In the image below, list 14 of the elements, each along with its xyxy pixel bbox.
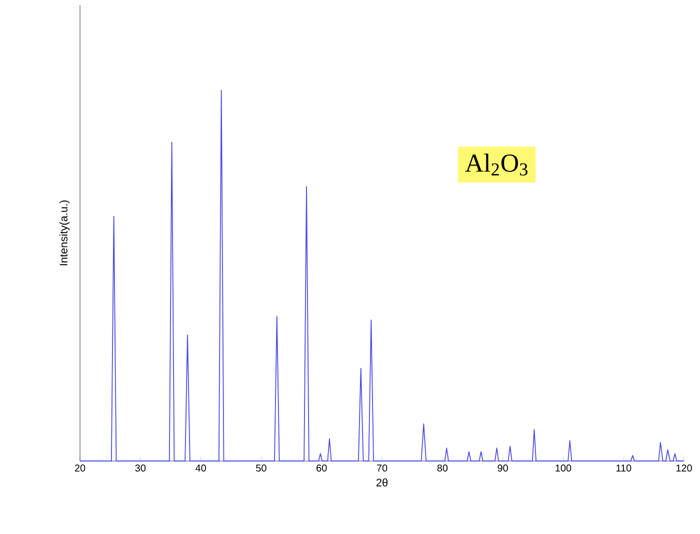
- x-tick-label: 60: [316, 464, 327, 472]
- x-tick-label: 90: [498, 464, 508, 472]
- x-tick-label: 70: [376, 464, 388, 472]
- x-tick-label: 20: [74, 464, 86, 472]
- x-tick-label: 50: [256, 464, 266, 472]
- x-tick-label: 120: [676, 464, 692, 472]
- annotation: Al$_{2}$O$_{3}$: [465, 154, 528, 176]
- x-tick-label: 80: [437, 464, 448, 472]
- x-tick-label: 30: [135, 464, 146, 472]
- y-axis-title: Intensity(a.u.): [59, 200, 70, 266]
- x-tick-label: 40: [195, 464, 206, 472]
- x-axis-title: 2θ: [376, 478, 388, 486]
- x-tick-label: 110: [616, 464, 632, 472]
- x-tick-label: 100: [556, 464, 572, 472]
